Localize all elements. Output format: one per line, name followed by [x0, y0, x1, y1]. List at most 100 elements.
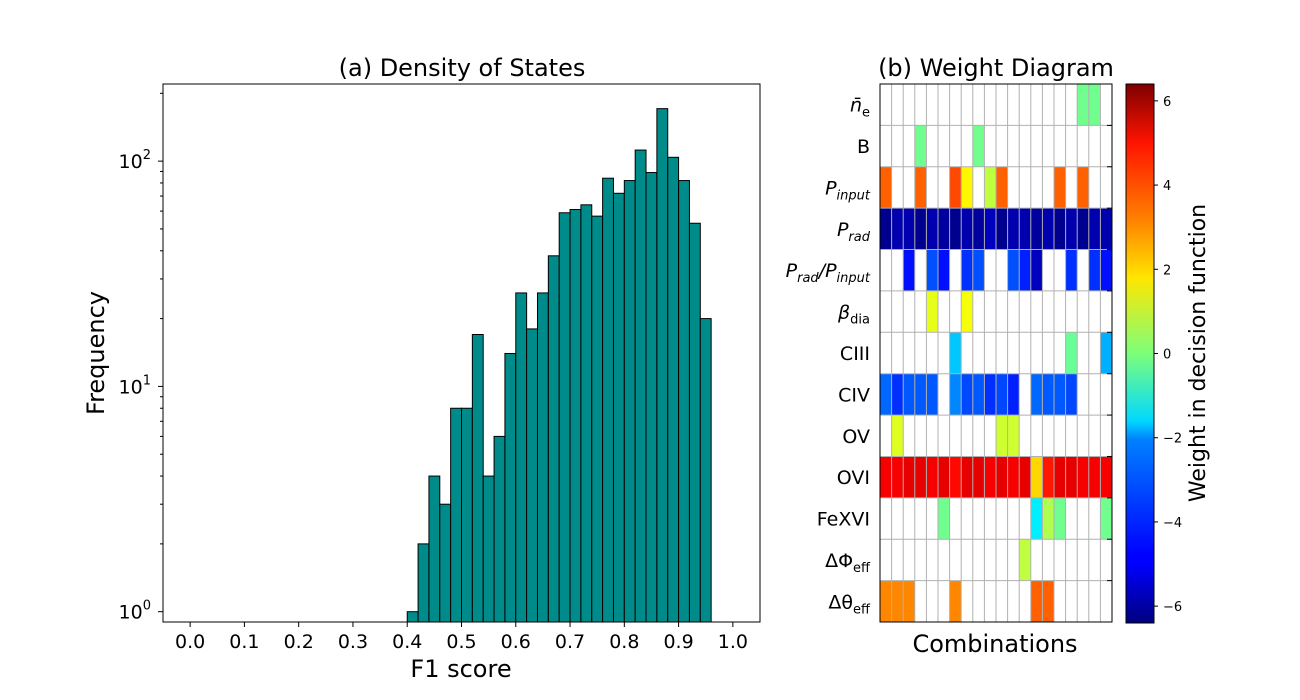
heatmap-cell [880, 580, 892, 622]
weight-diagram-title: (b) Weight Diagram [878, 54, 1114, 82]
colorbar-label: Weight in decision function [1186, 204, 1211, 502]
colorbar-ticks: 6 4 2 0 −2 −4 −6 [1154, 95, 1182, 615]
heatmap-cell [938, 456, 950, 498]
heatmap-cell [984, 208, 996, 250]
heatmap-cell [1100, 249, 1112, 291]
heatmap-cell [1042, 373, 1054, 416]
weight-diagram-panel: (b) Weight Diagram n̄e B Pinput Prad Prad/Pi… [786, 54, 1114, 658]
heatmap-cell [1030, 580, 1043, 622]
heatmap-cell [1100, 208, 1112, 250]
x-tick-label: 0.3 [338, 631, 368, 653]
heatmap-cell [1042, 456, 1054, 498]
heatmap-grid [880, 84, 1112, 622]
heatmap-cell [1077, 166, 1089, 209]
heatmap-cell [903, 249, 915, 291]
heatmap-row-label: ΔΦeff [825, 550, 871, 576]
heatmap-row-label: CIV [838, 384, 870, 406]
heatmap-cell [1088, 456, 1101, 498]
heatmap-cell [1007, 415, 1020, 457]
histogram-y-label: Frequency [82, 291, 110, 415]
histogram-bar [699, 318, 712, 623]
histogram-bar [569, 208, 582, 623]
heatmap-cell [914, 373, 927, 416]
heatmap-cell [914, 456, 927, 498]
histogram-frame [162, 83, 761, 623]
histogram-bar [645, 172, 658, 623]
heatmap-cell [1077, 84, 1089, 126]
histogram-bar [688, 222, 701, 623]
heatmap-cell [972, 456, 985, 498]
heatmap-row-label: Prad [837, 219, 871, 245]
heatmap-cell [1054, 497, 1066, 540]
heatmap-row-labels: n̄e B Pinput Prad Prad/Pinput βdia CIII CIV OV OV… [786, 95, 871, 618]
histogram-x-label: F1 score [410, 655, 511, 683]
heatmap-cell [1065, 332, 1078, 374]
colorbar-tick-label: −6 [1163, 600, 1182, 615]
histogram-bar [602, 177, 614, 623]
heatmap-cell [1019, 539, 1031, 581]
histogram-bar [623, 180, 636, 623]
heatmap-row-label: FeXVI [817, 509, 870, 531]
heatmap-row-label: CIII [840, 343, 870, 365]
heatmap-cell [914, 125, 927, 167]
heatmap-cell [891, 580, 904, 622]
y-tick-label: 102 [119, 148, 151, 173]
heatmap-cell [1007, 249, 1020, 291]
heatmap-cell [926, 249, 938, 291]
heatmap-cell [1042, 497, 1054, 540]
heatmap-cell [1088, 84, 1101, 126]
x-tick-label: 0.0 [175, 631, 205, 653]
heatmap-cell [1065, 208, 1078, 250]
histogram-bar [482, 475, 495, 623]
heatmap-cell [961, 373, 973, 416]
colorbar-tick-label: 4 [1163, 179, 1171, 194]
colorbar-tick-label: −2 [1163, 432, 1182, 447]
histogram-bar [526, 328, 538, 623]
histogram-bar [591, 215, 604, 623]
histogram-bar [547, 255, 560, 623]
heatmap-row-label: OV [842, 426, 870, 448]
histogram-x-ticks: 0.0 0.1 0.2 0.3 0.4 0.5 0.6 0.7 0.8 0.9 1.0 [175, 622, 748, 653]
histogram-panel: (a) Density of States 0.0 0.1 0.2 0.3 0.4 0.5… [82, 54, 761, 683]
heatmap-row-label: OVI [837, 467, 870, 489]
x-tick-label: 0.8 [609, 631, 639, 653]
heatmap-cell [961, 166, 973, 209]
heatmap-cell [1088, 249, 1101, 291]
heatmap-cell [1054, 208, 1066, 250]
heatmap-cell [1054, 373, 1066, 416]
heatmap-cell [1088, 208, 1101, 250]
x-tick-label: 0.4 [392, 631, 422, 653]
heatmap-row-label: B [857, 136, 870, 158]
heatmap-cell [1019, 456, 1031, 498]
heatmap-cell [903, 580, 915, 622]
heatmap-row-label: Prad/Pinput [786, 260, 871, 286]
heatmap-cell [972, 249, 985, 291]
heatmap-cell [880, 166, 892, 209]
colorbar-tick-label: −4 [1163, 516, 1182, 531]
heatmap-cell [984, 166, 996, 209]
heatmap-cell [1042, 580, 1054, 622]
heatmap-row-label: Pinput [825, 177, 871, 203]
histogram-title: (a) Density of States [339, 54, 586, 82]
y-tick-label: 100 [119, 599, 151, 624]
heatmap-cell [949, 373, 962, 416]
heatmap-cell [972, 373, 985, 416]
heatmap-cell [961, 208, 973, 250]
heatmap-cell [949, 456, 962, 498]
histogram-bar [471, 334, 484, 623]
heatmap-cell [891, 415, 904, 457]
colorbar-tick-label: 2 [1163, 263, 1171, 278]
heatmap-cell [996, 166, 1008, 209]
heatmap-cell [1065, 456, 1078, 498]
heatmap-cell [891, 373, 904, 416]
heatmap-cell [880, 208, 892, 250]
x-tick-label: 0.5 [446, 631, 476, 653]
heatmap-cell [1077, 456, 1089, 498]
heatmap-cell [949, 208, 962, 250]
histogram-bar [678, 180, 690, 623]
heatmap-row-label: n̄e [850, 95, 870, 121]
histogram-bar [612, 192, 625, 623]
heatmap-cell [1065, 373, 1078, 416]
heatmap-cell [1042, 208, 1054, 250]
